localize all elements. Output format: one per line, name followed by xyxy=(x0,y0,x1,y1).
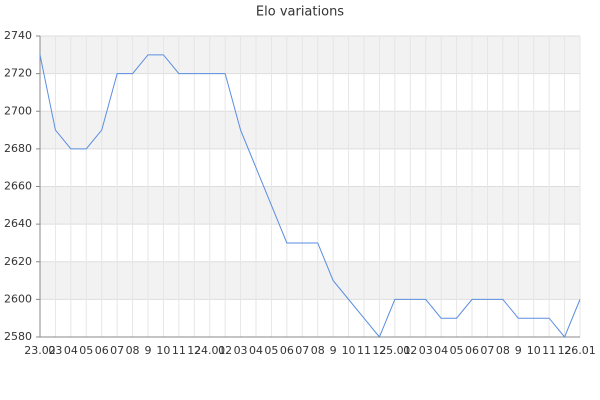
x-tick-label: 07 xyxy=(110,344,124,357)
chart-title: Elo variations xyxy=(256,5,344,20)
x-tick-label: 04 xyxy=(249,344,263,357)
x-tick-label: 08 xyxy=(496,344,510,357)
line-series xyxy=(39,54,581,338)
x-tick-label: 07 xyxy=(480,344,494,357)
y-tick-label: 2660 xyxy=(4,180,32,193)
x-tick-label: 04 xyxy=(434,344,448,357)
grid-band xyxy=(40,186,580,225)
x-tick-label: 06 xyxy=(280,344,294,357)
grid-band xyxy=(40,261,580,300)
x-tick-label: 02 xyxy=(218,344,232,357)
x-tick-label: 06 xyxy=(95,344,109,357)
y-tick-label: 2620 xyxy=(4,255,32,268)
y-tick-label: 2640 xyxy=(4,217,32,230)
x-tick-label: 12 xyxy=(372,344,386,357)
x-tick-label: 08 xyxy=(126,344,140,357)
grid-band xyxy=(40,111,580,149)
y-tick-label: 2600 xyxy=(4,292,32,305)
x-tick-label: 05 xyxy=(264,344,278,357)
y-tick-label: 2680 xyxy=(4,142,32,155)
x-tick-label: 03 xyxy=(419,344,433,357)
y-tick-label: 2580 xyxy=(4,330,32,343)
x-tick-label: 11 xyxy=(542,344,556,357)
x-tick-label: 23.02 xyxy=(24,344,56,357)
x-tick-label: 9 xyxy=(145,344,152,357)
x-tick-label: 06 xyxy=(465,344,479,357)
x-tick-label: 9 xyxy=(330,344,337,357)
x-tick-label: 10 xyxy=(342,344,356,357)
x-tick-label: 12 xyxy=(187,344,201,357)
x-tick-label: 11 xyxy=(172,344,186,357)
y-tick-label: 2720 xyxy=(4,67,32,80)
y-tick-label: 2740 xyxy=(4,29,32,42)
x-tick-label: 12 xyxy=(558,344,572,357)
y-tick-label: 2700 xyxy=(4,104,32,117)
x-tick-label: 03 xyxy=(234,344,248,357)
x-tick-label: 03 xyxy=(48,344,62,357)
x-tick-label: 25.01 xyxy=(379,344,411,357)
x-tick-label: 05 xyxy=(79,344,93,357)
x-tick-label: 24.01 xyxy=(194,344,226,357)
x-tick-label: 10 xyxy=(156,344,170,357)
x-tick-label: 26.01 xyxy=(564,344,596,357)
x-tick-label: 10 xyxy=(527,344,541,357)
x-tick-label: 9 xyxy=(515,344,522,357)
x-tick-label: 08 xyxy=(311,344,325,357)
x-tick-label: 04 xyxy=(64,344,78,357)
x-tick-label: 11 xyxy=(357,344,371,357)
x-tick-label: 07 xyxy=(295,344,309,357)
x-tick-label: 05 xyxy=(450,344,464,357)
x-tick-label: 02 xyxy=(403,344,417,357)
grid-band xyxy=(40,36,580,74)
